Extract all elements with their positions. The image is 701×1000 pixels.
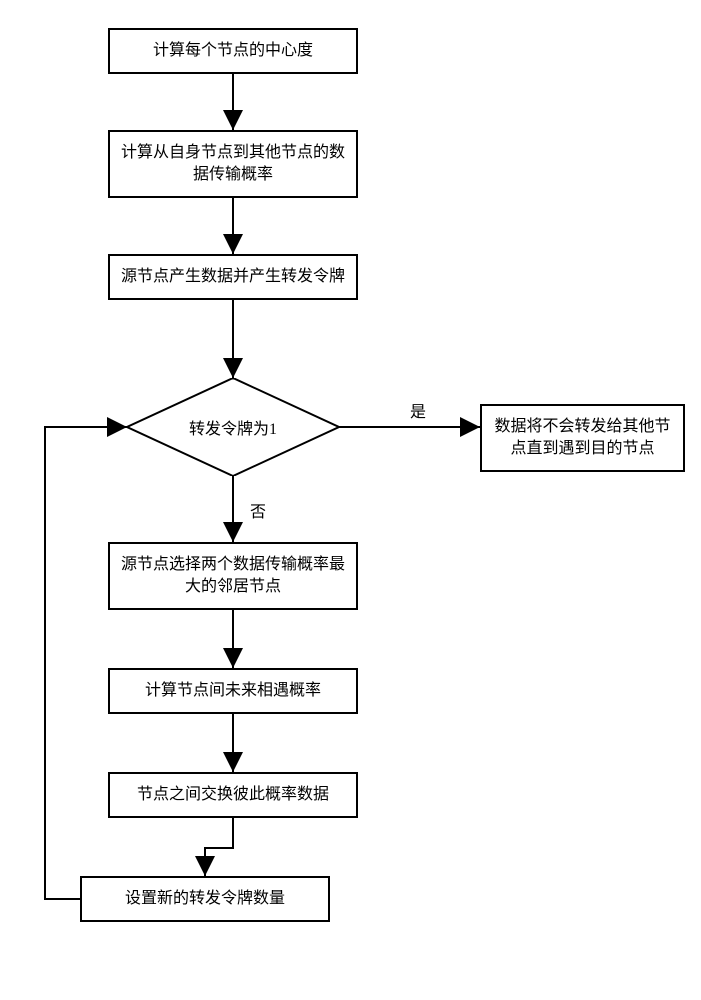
edge-label-no: 否 <box>250 498 266 522</box>
flow-edges <box>0 0 701 1000</box>
edge-label-yes: 是 <box>410 398 426 422</box>
